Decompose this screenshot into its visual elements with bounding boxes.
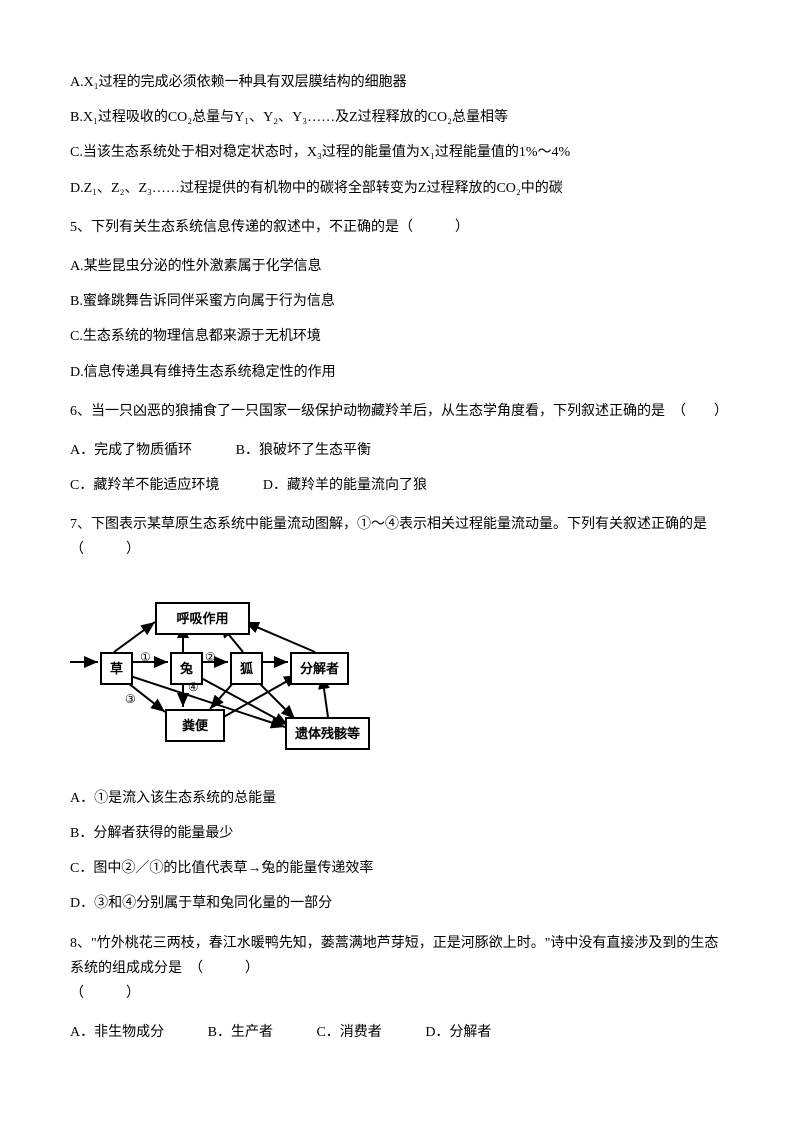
q6-option-a: A．完成了物质循环: [70, 438, 192, 463]
q6-stem: 6、当一只凶恶的狼捕食了一只国家一级保护动物藏羚羊后，从生态学角度看，下列叙述正…: [70, 399, 730, 424]
q5-option-a: A.某些昆虫分泌的性外激素属于化学信息: [70, 254, 730, 279]
box-fenbian: 粪便: [165, 709, 225, 742]
box-fenjie: 分解者: [290, 652, 349, 685]
q8-stem: 8、"竹外桃花三两枝，春江水暖鸭先知，蒌蒿满地芦芽短，正是河豚欲上时。"诗中没有…: [70, 931, 730, 1007]
q6-options-row1: A．完成了物质循环 B．狼破坏了生态平衡: [70, 438, 730, 463]
label-c1: ①: [140, 647, 151, 669]
box-yiti: 遗体残骸等: [285, 717, 370, 750]
q8-option-c: C．消费者: [316, 1020, 381, 1045]
q7-option-c: C．图中②／①的比值代表草→兔的能量传递效率: [70, 856, 730, 881]
q5-option-c: C.生态系统的物理信息都来源于无机环境: [70, 324, 730, 349]
q6-option-b: B．狼破坏了生态平衡: [236, 438, 371, 463]
q7-stem: 7、下图表示某草原生态系统中能量流动图解，①～④表示相关过程能量流动量。下列有关…: [70, 512, 730, 562]
q6-option-c: C．藏羚羊不能适应环境: [70, 473, 219, 498]
q7-option-b: B．分解者获得的能量最少: [70, 821, 730, 846]
q8-option-b: B．生产者: [208, 1020, 273, 1045]
q8-options: A．非生物成分 B．生产者 C．消费者 D．分解者: [70, 1020, 730, 1045]
q4-option-c: C.当该生态系统处于相对稳定状态时，X₃过程的能量值为X₁过程能量值的1%～4%: [70, 140, 730, 165]
q4-option-b: B.X₁过程吸收的CO₂总量与Y₁、Y₂、Y₃……及Z过程释放的CO₂总量相等: [70, 105, 730, 130]
q7-option-d: D．③和④分别属于草和兔同化量的一部分: [70, 891, 730, 916]
q7-option-a: A．①是流入该生态系统的总能量: [70, 786, 730, 811]
q4-option-a: A.X₁过程的完成必须依赖一种具有双层膜结构的细胞器: [70, 70, 730, 95]
q8-option-d: D．分解者: [425, 1020, 491, 1045]
box-huxi: 呼吸作用: [155, 602, 250, 635]
q6-option-d: D．藏羚羊的能量流向了狼: [263, 473, 427, 498]
q5-option-b: B.蜜蜂跳舞告诉同伴采蜜方向属于行为信息: [70, 289, 730, 314]
label-c3: ③: [125, 689, 136, 711]
box-hu: 狐: [230, 652, 263, 685]
q5-option-d: D.信息传递具有维持生态系统稳定性的作用: [70, 360, 730, 385]
q6-options-row2: C．藏羚羊不能适应环境 D．藏羚羊的能量流向了狼: [70, 473, 730, 498]
q5-stem: 5、下列有关生态系统信息传递的叙述中，不正确的是（ ）: [70, 215, 730, 240]
label-c4: ④: [188, 677, 199, 699]
q8-option-a: A．非生物成分: [70, 1020, 164, 1045]
q4-option-d: D.Z₁、Z₂、Z₃……过程提供的有机物中的碳将全部转变为Z过程释放的CO₂中的…: [70, 176, 730, 201]
box-cao: 草: [100, 652, 133, 685]
q7-diagram: 呼吸作用 草 兔 狐 分解者 粪便 遗体残骸等 ① ② ③ ④: [70, 597, 400, 747]
label-c2: ②: [205, 647, 216, 669]
